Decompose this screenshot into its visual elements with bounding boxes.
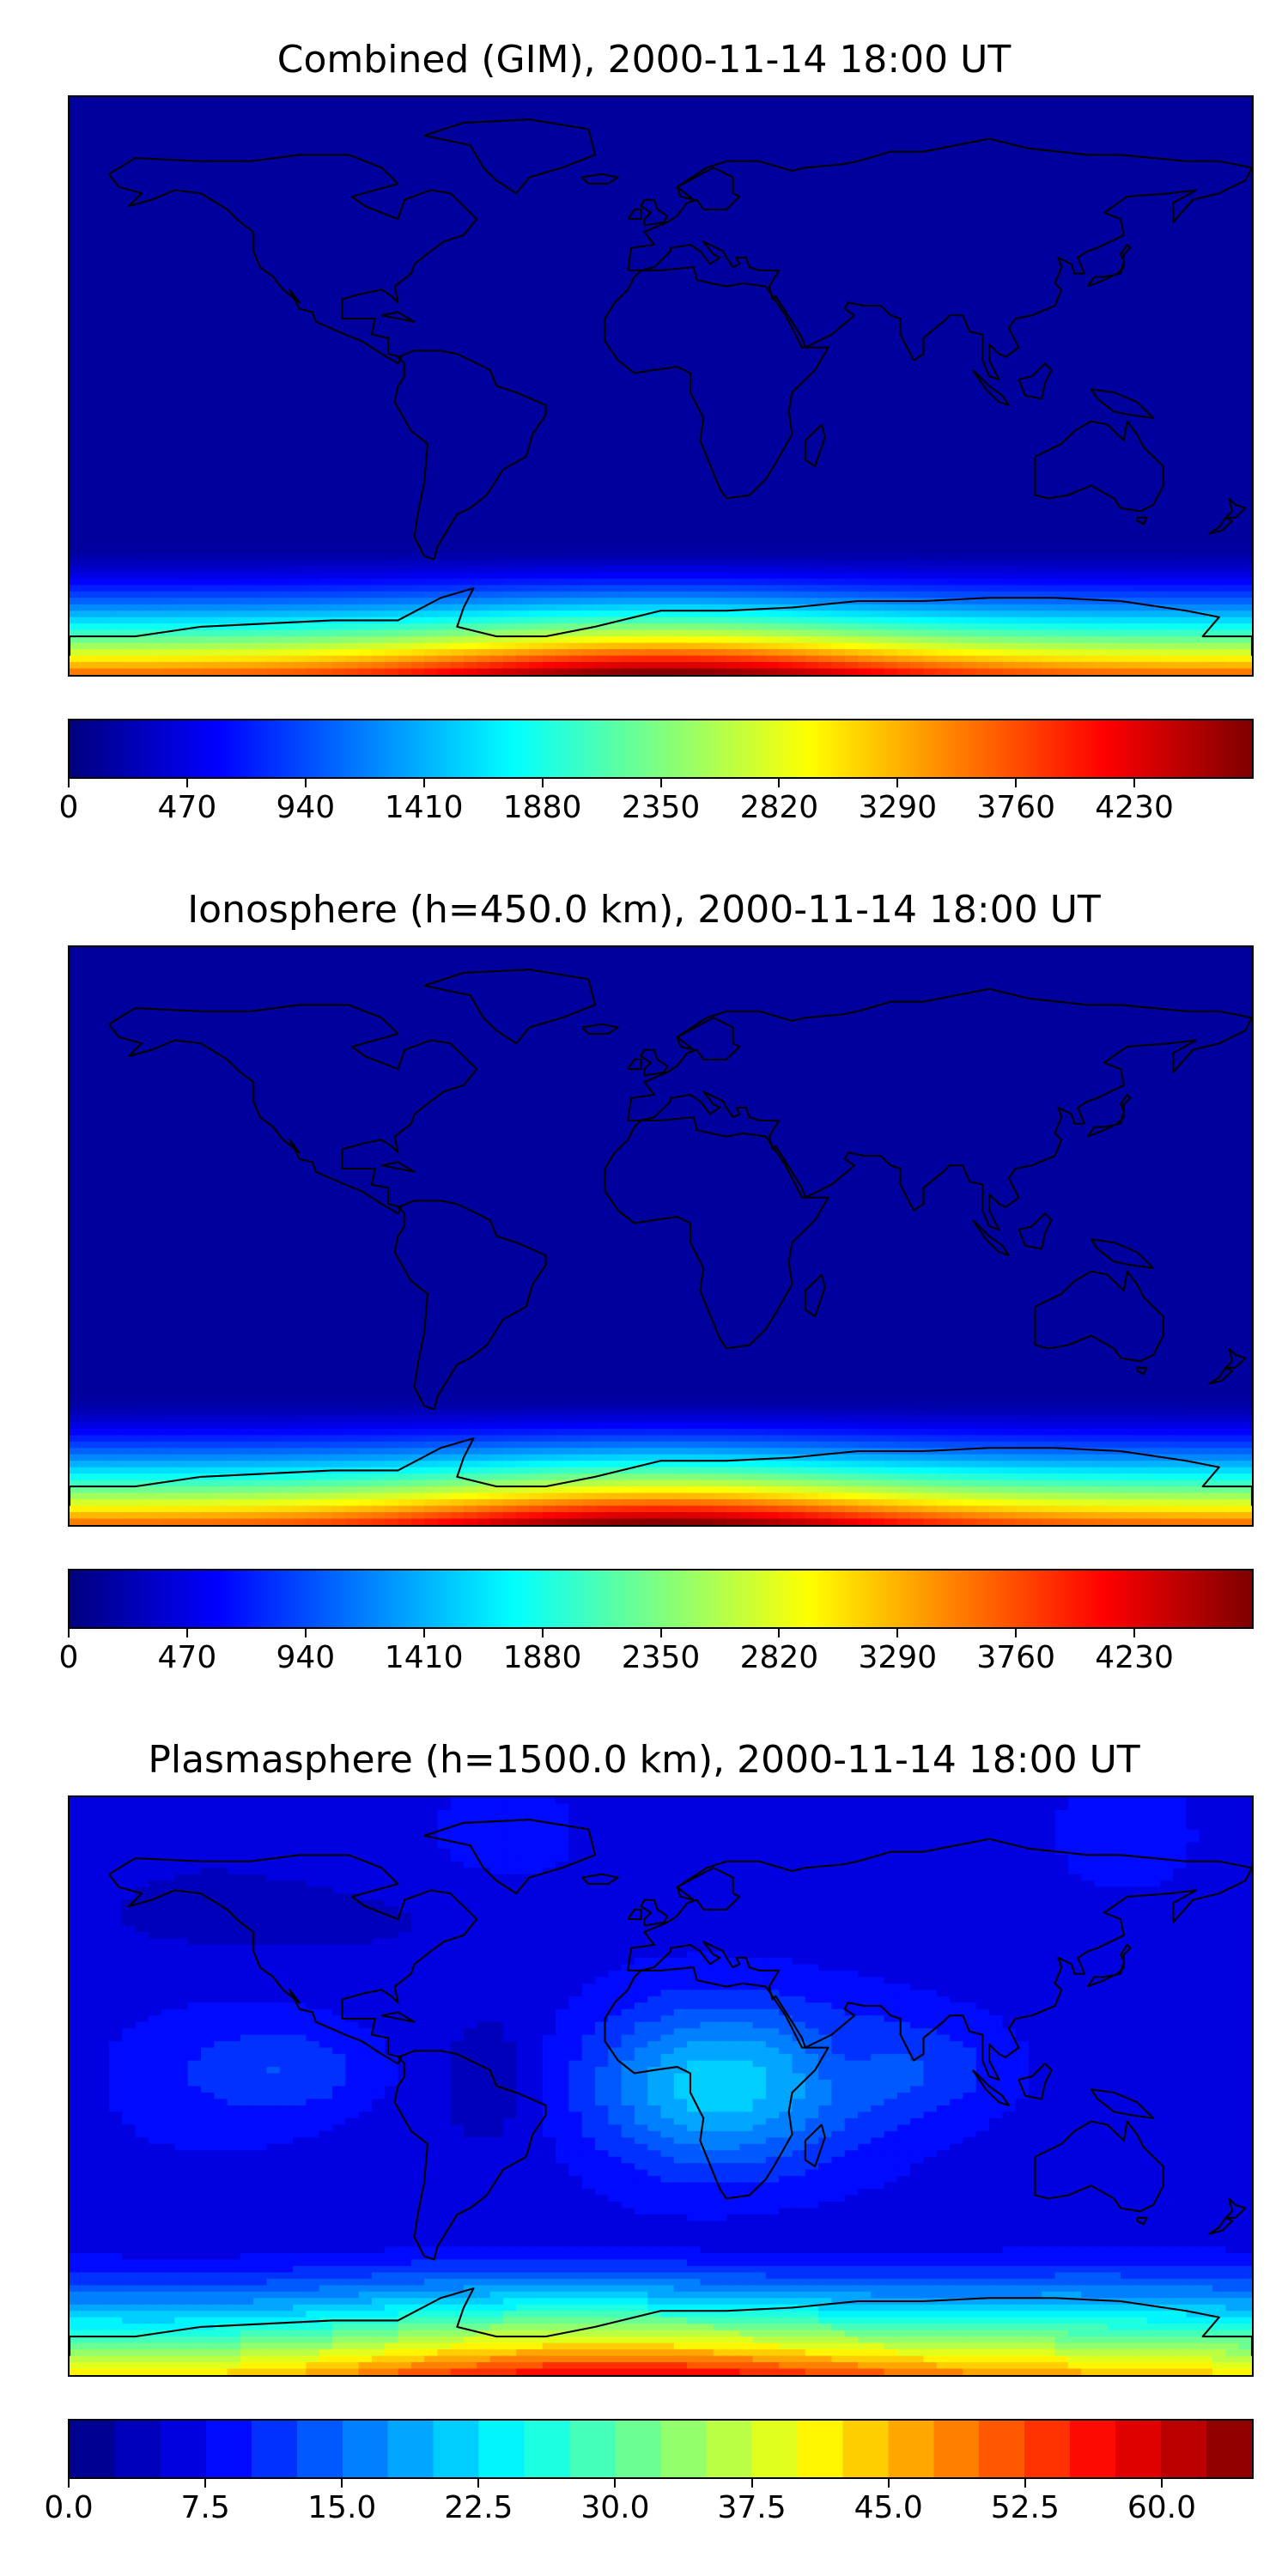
colorbar-tick bbox=[896, 779, 899, 787]
world-map bbox=[70, 1797, 1252, 2375]
colorbar-tick bbox=[778, 1629, 781, 1637]
map-plasmasphere bbox=[68, 1795, 1254, 2377]
colorbar-tick bbox=[1015, 779, 1018, 787]
colorbar-tick-label: 1880 bbox=[503, 1639, 582, 1677]
colorbar-tick bbox=[185, 779, 188, 787]
colorbar-tick bbox=[185, 1629, 188, 1637]
map-combined bbox=[68, 95, 1254, 677]
world-map bbox=[70, 947, 1252, 1525]
colorbar-tick bbox=[659, 779, 662, 787]
colorbar-tick bbox=[68, 1629, 70, 1637]
field-raster bbox=[70, 947, 1252, 1525]
colorbar-tick-label: 0 bbox=[59, 789, 79, 827]
field-raster bbox=[70, 1797, 1252, 2375]
colorbar-tick-label: 3760 bbox=[976, 1639, 1055, 1677]
coastlines bbox=[70, 969, 1252, 1506]
colorbar-tick-label: 1880 bbox=[503, 789, 582, 827]
colorbar-tick bbox=[750, 2479, 753, 2488]
colorbar-tick-label: 4230 bbox=[1095, 1639, 1174, 1677]
colorbar-tick-label: 7.5 bbox=[180, 2489, 229, 2527]
colorbar-tick-label: 940 bbox=[276, 789, 335, 827]
colorbar-combined bbox=[68, 719, 1254, 779]
colorbar-tick bbox=[341, 2479, 343, 2488]
colorbar-tick-label: 37.5 bbox=[717, 2489, 786, 2527]
colorbar-tick bbox=[1133, 1629, 1136, 1637]
colorbar-tick bbox=[422, 1629, 425, 1637]
colorbar-tick-label: 60.0 bbox=[1127, 2489, 1196, 2527]
colorbar-tick-label: 1410 bbox=[385, 1639, 464, 1677]
colorbar-plasmasphere bbox=[68, 2419, 1254, 2479]
world-map bbox=[70, 97, 1252, 675]
colorbar-tick bbox=[68, 779, 70, 787]
colorbar-gradient bbox=[70, 2421, 1252, 2477]
panel-title-plasmasphere: Plasmasphere (h=1500.0 km), 2000-11-14 1… bbox=[0, 1735, 1288, 1786]
colorbar-tick bbox=[541, 779, 544, 787]
map-ionosphere bbox=[68, 945, 1254, 1527]
colorbar-tick bbox=[778, 779, 781, 787]
coastlines bbox=[70, 118, 1252, 656]
colorbar-tick bbox=[204, 2479, 207, 2488]
colorbar-tick-label: 3290 bbox=[858, 1639, 937, 1677]
colorbar-tick-label: 30.0 bbox=[580, 2489, 649, 2527]
colorbar-tick-label: 4230 bbox=[1095, 789, 1174, 827]
colorbar-tick bbox=[477, 2479, 480, 2488]
colorbar-tick-label: 45.0 bbox=[854, 2489, 923, 2527]
coastlines bbox=[70, 1819, 1252, 2356]
colorbar-tick bbox=[1015, 1629, 1018, 1637]
colorbar-tick-label: 0 bbox=[59, 1639, 79, 1677]
colorbar-tick-label: 52.5 bbox=[991, 2489, 1060, 2527]
panel-title-ionosphere: Ionosphere (h=450.0 km), 2000-11-14 18:0… bbox=[0, 884, 1288, 936]
colorbar-tick bbox=[887, 2479, 890, 2488]
colorbar-tick-label: 22.5 bbox=[444, 2489, 513, 2527]
field-raster bbox=[70, 97, 1252, 675]
colorbar-tick bbox=[1160, 2479, 1163, 2488]
colorbar-tick-label: 940 bbox=[276, 1639, 335, 1677]
colorbar-tick bbox=[1024, 2479, 1026, 2488]
colorbar-tick-label: 2820 bbox=[740, 789, 819, 827]
colorbar-tick-label: 2350 bbox=[622, 789, 701, 827]
colorbar-tick-label: 0.0 bbox=[44, 2489, 93, 2527]
colorbar-tick-label: 15.0 bbox=[307, 2489, 376, 2527]
colorbar-tick-label: 470 bbox=[158, 789, 217, 827]
colorbar-tick-label: 470 bbox=[158, 1639, 217, 1677]
panel-title-combined: Combined (GIM), 2000-11-14 18:00 UT bbox=[0, 34, 1288, 86]
colorbar-tick bbox=[304, 1629, 307, 1637]
colorbar-tick bbox=[422, 779, 425, 787]
colorbar-tick-label: 2350 bbox=[622, 1639, 701, 1677]
colorbar-gradient bbox=[70, 1571, 1252, 1627]
colorbar-tick bbox=[614, 2479, 617, 2488]
colorbar-tick bbox=[1133, 779, 1136, 787]
colorbar-ionosphere bbox=[68, 1569, 1254, 1629]
colorbar-tick bbox=[659, 1629, 662, 1637]
colorbar-gradient bbox=[70, 720, 1252, 777]
colorbar-tick-label: 3760 bbox=[976, 789, 1055, 827]
colorbar-tick-label: 1410 bbox=[385, 789, 464, 827]
colorbar-tick bbox=[541, 1629, 544, 1637]
colorbar-tick bbox=[304, 779, 307, 787]
colorbar-tick-label: 3290 bbox=[858, 789, 937, 827]
colorbar-tick bbox=[68, 2479, 70, 2488]
colorbar-tick-label: 2820 bbox=[740, 1639, 819, 1677]
colorbar-tick bbox=[896, 1629, 899, 1637]
